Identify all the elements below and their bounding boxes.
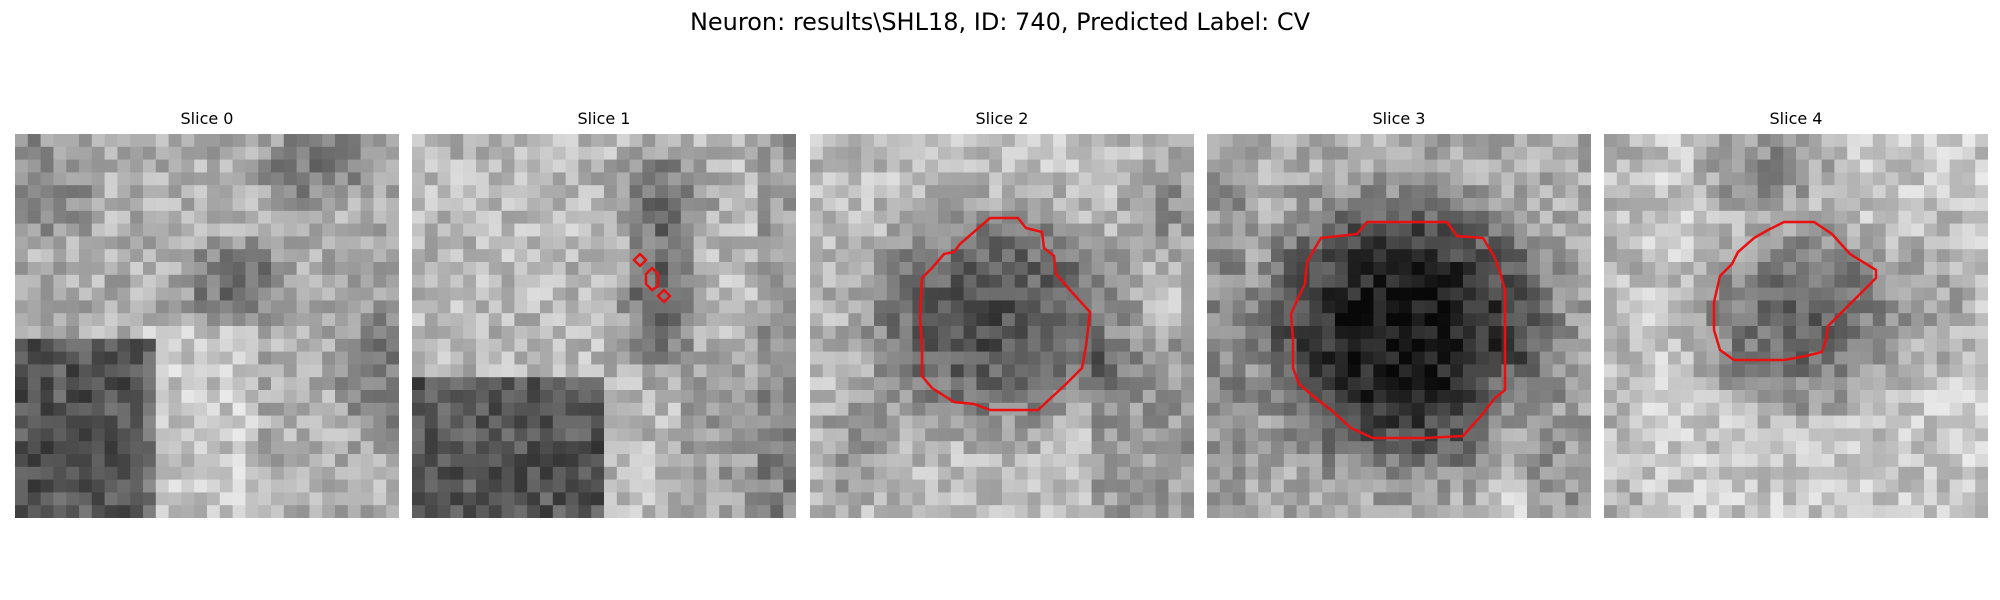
slice-image-1 (412, 134, 796, 518)
grayscale-pixels-4 (1604, 134, 1988, 518)
segmentation-contour-3 (1289, 220, 1507, 440)
segmentation-contour-1 (632, 252, 672, 304)
segmentation-contour-4 (1712, 220, 1878, 362)
grayscale-pixels-2 (810, 134, 1194, 518)
slice-image-4 (1604, 134, 1988, 518)
grayscale-pixels-0 (15, 134, 399, 518)
grayscale-pixels-3 (1207, 134, 1591, 518)
segmentation-contour-2 (918, 216, 1092, 412)
slice-title-4: Slice 4 (1769, 109, 1823, 128)
slice-title-3: Slice 3 (1372, 109, 1426, 128)
slice-title-0: Slice 0 (180, 109, 234, 128)
slice-image-3 (1207, 134, 1591, 518)
slice-title-2: Slice 2 (975, 109, 1029, 128)
slice-image-2 (810, 134, 1194, 518)
slice-image-0 (15, 134, 399, 518)
slice-title-1: Slice 1 (577, 109, 631, 128)
grayscale-pixels-1 (412, 134, 796, 518)
figure-title: Neuron: results\SHL18, ID: 740, Predicte… (689, 8, 1311, 36)
